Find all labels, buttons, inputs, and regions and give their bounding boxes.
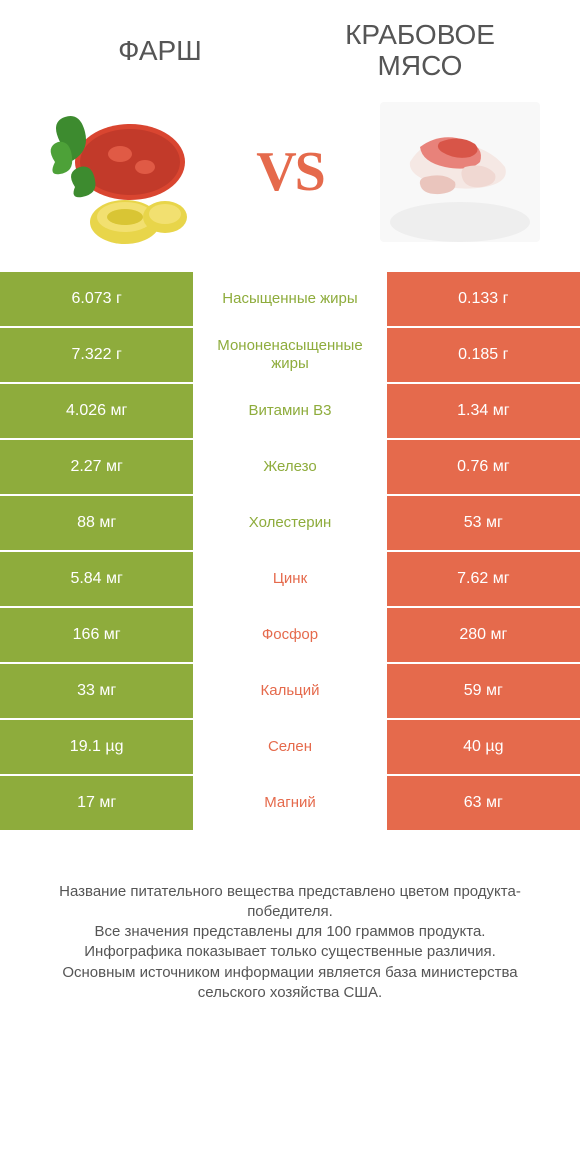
table-row: 6.073 гНасыщенные жиры0.133 г bbox=[0, 272, 580, 328]
left-value-cell: 17 мг bbox=[0, 776, 193, 830]
right-title-line1: Крабовое bbox=[345, 19, 495, 50]
right-value-cell: 53 мг bbox=[387, 496, 580, 550]
left-value-cell: 5.84 мг bbox=[0, 552, 193, 606]
table-row: 33 мгКальций59 мг bbox=[0, 664, 580, 720]
nutrient-label-cell: Селен bbox=[193, 720, 386, 774]
left-value-cell: 166 мг bbox=[0, 608, 193, 662]
table-row: 7.322 гМононенасыщенные жиры0.185 г bbox=[0, 328, 580, 384]
table-row: 2.27 мгЖелезо0.76 мг bbox=[0, 440, 580, 496]
right-value-cell: 40 µg bbox=[387, 720, 580, 774]
nutrient-label-cell: Фосфор bbox=[193, 608, 386, 662]
right-value-cell: 0.185 г bbox=[387, 328, 580, 382]
footer-line2: Все значения представлены для 100 граммо… bbox=[30, 922, 550, 942]
table-row: 4.026 мгВитамин B31.34 мг bbox=[0, 384, 580, 440]
table-row: 5.84 мгЦинк7.62 мг bbox=[0, 552, 580, 608]
right-title-line2: мясо bbox=[378, 50, 463, 81]
table-row: 166 мгФосфор280 мг bbox=[0, 608, 580, 664]
left-value-cell: 4.026 мг bbox=[0, 384, 193, 438]
nutrient-label-cell: Насыщенные жиры bbox=[193, 272, 386, 326]
table-row: 19.1 µgСелен40 µg bbox=[0, 720, 580, 776]
footer-line3: Инфографика показывает только существенн… bbox=[30, 942, 550, 962]
table-row: 88 мгХолестерин53 мг bbox=[0, 496, 580, 552]
right-value-cell: 63 мг bbox=[387, 776, 580, 830]
left-food-title: Фарш bbox=[30, 35, 290, 67]
nutrient-label-cell: Кальций bbox=[193, 664, 386, 718]
nutrient-label-cell: Цинк bbox=[193, 552, 386, 606]
nutrient-label-cell: Холестерин bbox=[193, 496, 386, 550]
header-titles: Фарш Крабовое мясо bbox=[0, 0, 580, 92]
right-food-image bbox=[370, 92, 550, 252]
images-row: VS bbox=[0, 92, 580, 272]
table-row: 17 мгМагний63 мг bbox=[0, 776, 580, 832]
nutrient-label-cell: Железо bbox=[193, 440, 386, 494]
left-value-cell: 7.322 г bbox=[0, 328, 193, 382]
nutrient-label-cell: Магний bbox=[193, 776, 386, 830]
comparison-table: 6.073 гНасыщенные жиры0.133 г7.322 гМоно… bbox=[0, 272, 580, 832]
left-value-cell: 19.1 µg bbox=[0, 720, 193, 774]
left-food-image bbox=[30, 92, 210, 252]
right-value-cell: 0.133 г bbox=[387, 272, 580, 326]
right-value-cell: 280 мг bbox=[387, 608, 580, 662]
footer-line1: Название питательного вещества представл… bbox=[30, 882, 550, 923]
nutrient-label-cell: Мононенасыщенные жиры bbox=[193, 328, 386, 382]
left-value-cell: 2.27 мг bbox=[0, 440, 193, 494]
nutrient-label-cell: Витамин B3 bbox=[193, 384, 386, 438]
vs-label: VS bbox=[256, 140, 324, 204]
footer-line4: Основным источником информации является … bbox=[30, 963, 550, 1004]
left-value-cell: 6.073 г bbox=[0, 272, 193, 326]
footer-notes: Название питательного вещества представл… bbox=[0, 832, 580, 1004]
right-value-cell: 7.62 мг bbox=[387, 552, 580, 606]
left-value-cell: 88 мг bbox=[0, 496, 193, 550]
right-value-cell: 1.34 мг bbox=[387, 384, 580, 438]
right-food-title: Крабовое мясо bbox=[290, 20, 550, 82]
left-value-cell: 33 мг bbox=[0, 664, 193, 718]
right-value-cell: 0.76 мг bbox=[387, 440, 580, 494]
right-value-cell: 59 мг bbox=[387, 664, 580, 718]
